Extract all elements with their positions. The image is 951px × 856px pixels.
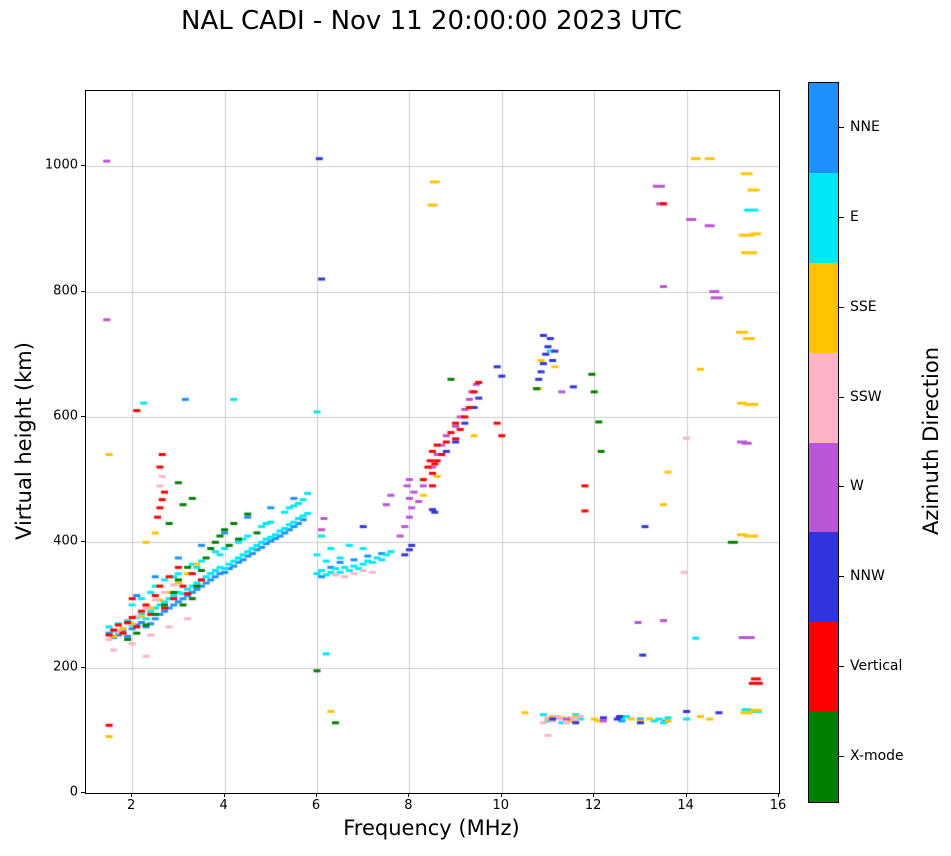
colorbar-label-x-mode: X-mode bbox=[850, 748, 904, 765]
x-tick-mark bbox=[408, 793, 410, 797]
colorbar-segment-vertical bbox=[809, 622, 838, 713]
colorbar-tick bbox=[839, 396, 844, 398]
y-tick-mark bbox=[81, 415, 85, 417]
colorbar-label-w: W bbox=[850, 478, 864, 495]
colorbar-segment-ssw bbox=[809, 352, 838, 443]
colorbar-tick bbox=[839, 486, 844, 488]
y-tick-mark bbox=[81, 165, 85, 167]
x-axis-label: Frequency (MHz) bbox=[343, 816, 520, 840]
colorbar-tick bbox=[839, 126, 844, 128]
colorbar-tick bbox=[839, 576, 844, 578]
y-tick-label: 400 bbox=[53, 533, 78, 549]
colorbar-tick bbox=[839, 216, 844, 218]
x-tick-mark bbox=[316, 793, 317, 797]
x-tick-mark bbox=[593, 793, 595, 797]
y-tick-label: 200 bbox=[53, 659, 78, 675]
y-tick-label: 1000 bbox=[44, 157, 78, 173]
x-tick-label: 8 bbox=[404, 798, 413, 813]
y-tick-mark bbox=[81, 792, 85, 793]
x-tick-label: 16 bbox=[769, 798, 787, 813]
x-tick-mark bbox=[685, 793, 687, 797]
y-tick-label: 800 bbox=[53, 283, 78, 299]
chart-title: NAL CADI - Nov 11 20:00:00 2023 UTC bbox=[181, 6, 682, 36]
x-tick-label: 6 bbox=[311, 798, 321, 813]
colorbar-label-nne: NNE bbox=[850, 118, 880, 135]
y-tick-label: 0 bbox=[69, 784, 78, 800]
colorbar-label-sse: SSE bbox=[850, 298, 877, 315]
colorbar-segment-nne bbox=[809, 83, 838, 173]
colorbar bbox=[808, 82, 839, 803]
colorbar-tick bbox=[839, 756, 844, 758]
colorbar-segment-nnw bbox=[809, 532, 838, 623]
x-tick-mark bbox=[223, 793, 225, 797]
x-tick-label: 12 bbox=[584, 798, 602, 813]
colorbar-segment-e bbox=[809, 172, 838, 263]
colorbar-segment-w bbox=[809, 442, 838, 533]
colorbar-label-vertical: Vertical bbox=[850, 658, 903, 675]
colorbar-label-nnw: NNW bbox=[850, 568, 885, 585]
colorbar-title: Azimuth Direction bbox=[919, 346, 943, 536]
colorbar-segment-x-mode bbox=[809, 712, 838, 802]
x-tick-mark bbox=[778, 793, 779, 797]
x-tick-label: 14 bbox=[677, 798, 694, 813]
y-tick-mark bbox=[81, 666, 85, 668]
ionogram-canvas bbox=[86, 91, 779, 793]
x-tick-label: 10 bbox=[492, 798, 510, 813]
colorbar-tick bbox=[839, 306, 844, 308]
x-tick-mark bbox=[500, 793, 502, 797]
x-tick-mark bbox=[131, 793, 133, 797]
x-tick-label: 4 bbox=[219, 798, 228, 813]
colorbar-label-ssw: SSW bbox=[850, 388, 882, 405]
colorbar-tick bbox=[839, 666, 844, 668]
colorbar-label-e: E bbox=[850, 208, 859, 225]
y-tick-mark bbox=[81, 541, 85, 543]
colorbar-segment-sse bbox=[809, 262, 838, 353]
y-tick-mark bbox=[81, 290, 85, 292]
x-tick-label: 2 bbox=[127, 798, 136, 813]
plot-area bbox=[85, 90, 780, 794]
y-tick-label: 600 bbox=[53, 408, 78, 424]
y-axis-label: Virtual height (km) bbox=[12, 342, 36, 540]
